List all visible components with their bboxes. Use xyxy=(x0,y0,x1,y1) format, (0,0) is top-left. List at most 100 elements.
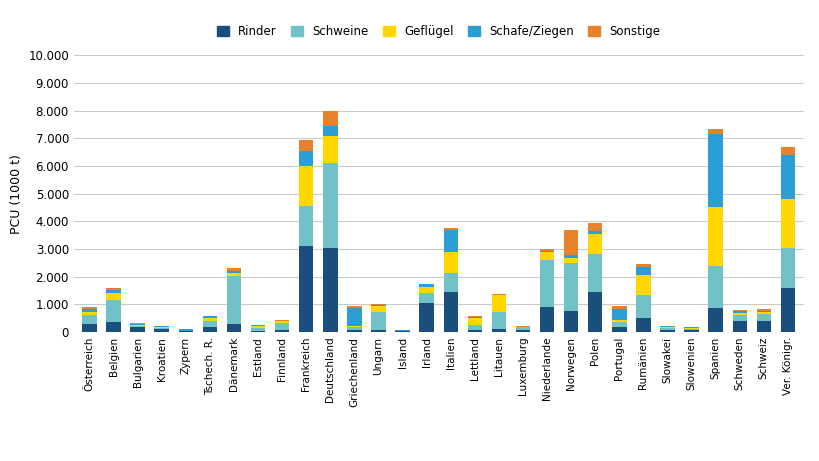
Bar xyxy=(731,311,746,313)
Bar xyxy=(130,327,145,332)
Bar xyxy=(611,320,626,322)
Bar xyxy=(419,287,433,294)
Bar xyxy=(659,330,674,332)
Bar xyxy=(299,140,313,151)
Bar xyxy=(106,290,120,293)
Bar xyxy=(780,147,794,155)
Bar xyxy=(202,318,217,321)
Bar xyxy=(227,271,241,273)
Bar xyxy=(371,307,385,312)
Bar xyxy=(659,328,674,330)
Bar xyxy=(780,199,794,248)
Bar xyxy=(154,328,169,329)
Bar xyxy=(611,327,626,332)
Bar xyxy=(684,327,698,328)
Bar xyxy=(346,307,361,325)
Bar xyxy=(684,330,698,332)
Bar xyxy=(227,276,241,325)
Bar xyxy=(708,134,722,207)
Bar xyxy=(515,330,530,332)
Bar xyxy=(539,251,554,252)
Legend: Rinder, Schweine, Geflügel, Schafe/Ziegen, Sonstige: Rinder, Schweine, Geflügel, Schafe/Ziege… xyxy=(217,25,659,38)
Bar xyxy=(106,288,120,290)
Bar xyxy=(443,292,457,332)
Bar xyxy=(154,327,169,328)
Bar xyxy=(491,296,505,312)
Bar xyxy=(780,288,794,332)
Bar xyxy=(82,307,97,309)
Bar xyxy=(467,318,482,325)
Bar xyxy=(539,252,554,260)
Bar xyxy=(227,325,241,332)
Bar xyxy=(443,252,457,273)
Bar xyxy=(467,316,482,317)
Bar xyxy=(780,155,794,199)
Bar xyxy=(299,151,313,166)
Bar xyxy=(539,260,554,307)
Bar xyxy=(299,246,313,332)
Bar xyxy=(491,294,505,295)
Bar xyxy=(323,111,337,126)
Bar xyxy=(443,230,457,252)
Bar xyxy=(659,326,674,327)
Bar xyxy=(323,163,337,248)
Bar xyxy=(467,330,482,332)
Bar xyxy=(587,223,602,230)
Bar xyxy=(202,316,217,318)
Bar xyxy=(202,321,217,327)
Bar xyxy=(708,266,722,308)
Bar xyxy=(419,284,433,287)
Bar xyxy=(515,327,530,330)
Bar xyxy=(731,315,746,321)
Bar xyxy=(299,166,313,206)
Bar xyxy=(467,325,482,330)
Bar xyxy=(587,230,602,234)
Bar xyxy=(154,326,169,327)
Bar xyxy=(756,309,770,311)
Bar xyxy=(563,311,577,332)
Bar xyxy=(227,268,241,271)
Bar xyxy=(467,317,482,318)
Bar xyxy=(323,126,337,136)
Bar xyxy=(491,312,505,329)
Bar xyxy=(563,255,577,258)
Bar xyxy=(491,329,505,332)
Bar xyxy=(179,331,192,332)
Bar xyxy=(346,306,361,307)
Bar xyxy=(659,327,674,328)
Bar xyxy=(636,267,649,275)
Bar xyxy=(82,315,97,324)
Bar xyxy=(419,303,433,332)
Bar xyxy=(611,309,626,320)
Bar xyxy=(82,312,97,315)
Bar xyxy=(299,206,313,246)
Bar xyxy=(539,307,554,332)
Bar xyxy=(539,248,554,251)
Bar xyxy=(587,254,602,292)
Bar xyxy=(371,304,385,305)
Bar xyxy=(731,310,746,311)
Bar xyxy=(708,207,722,266)
Bar xyxy=(443,228,457,230)
Bar xyxy=(611,322,626,327)
Bar xyxy=(756,311,770,312)
Bar xyxy=(82,309,97,312)
Bar xyxy=(636,318,649,332)
Bar xyxy=(636,264,649,267)
Bar xyxy=(323,248,337,332)
Bar xyxy=(346,325,361,327)
Bar xyxy=(563,258,577,263)
Bar xyxy=(756,321,770,332)
Bar xyxy=(274,323,289,330)
Bar xyxy=(708,308,722,332)
Bar xyxy=(371,312,385,330)
Bar xyxy=(756,312,770,314)
Bar xyxy=(587,234,602,254)
Bar xyxy=(419,294,433,303)
Bar xyxy=(684,329,698,330)
Bar xyxy=(731,313,746,315)
Bar xyxy=(708,129,722,134)
Bar xyxy=(202,327,217,332)
Bar xyxy=(371,330,385,332)
Bar xyxy=(395,331,410,332)
